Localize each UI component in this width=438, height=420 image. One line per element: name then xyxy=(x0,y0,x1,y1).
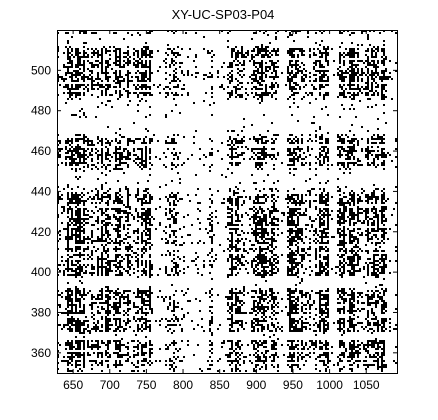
x-tick-label: 650 xyxy=(63,378,83,392)
y-tick-label: 480 xyxy=(31,104,51,118)
plot-frame xyxy=(57,30,398,374)
recurrence-points xyxy=(57,30,397,372)
x-tick-label: 850 xyxy=(210,378,230,392)
y-tick-label: 420 xyxy=(31,225,51,239)
x-tick-label: 800 xyxy=(173,378,193,392)
x-tick-label: 1000 xyxy=(316,378,343,392)
y-axis: 360 380 400 420 440 460 480 500 xyxy=(31,63,397,360)
plot-area xyxy=(57,30,397,372)
x-tick-label: 950 xyxy=(283,378,303,392)
x-tick-label: 700 xyxy=(100,378,120,392)
x-tick-label: 1050 xyxy=(353,378,380,392)
y-tick-label: 380 xyxy=(31,305,51,319)
x-tick-label: 750 xyxy=(136,378,156,392)
y-tick-label: 400 xyxy=(31,265,51,279)
y-tick-label: 500 xyxy=(31,63,51,77)
x-tick-label: 900 xyxy=(246,378,266,392)
y-tick-label: 360 xyxy=(31,346,51,360)
y-tick-label: 440 xyxy=(31,184,51,198)
y-tick-label: 460 xyxy=(31,144,51,158)
chart-title: XY-UC-SP03-P04 xyxy=(172,7,275,22)
